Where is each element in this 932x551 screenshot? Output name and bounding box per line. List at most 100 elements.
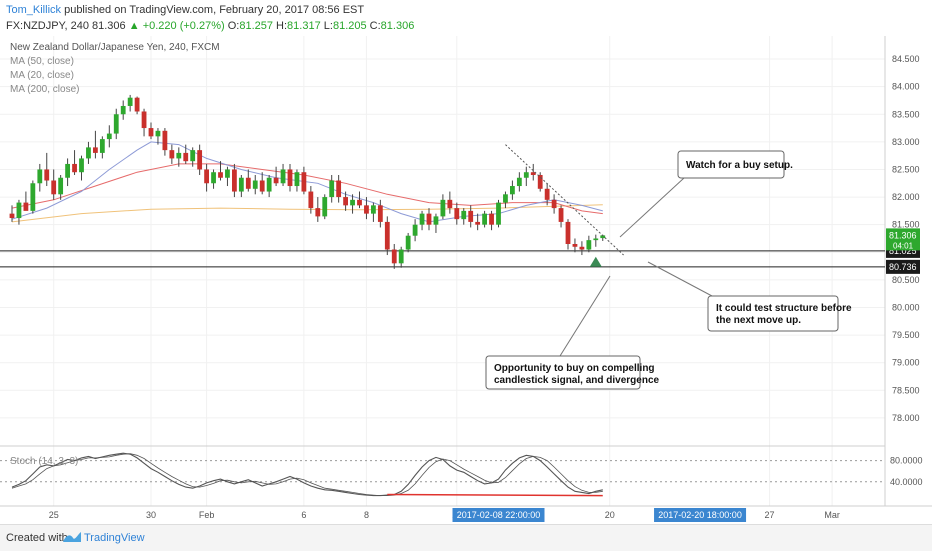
annotation-structure[interactable]: It could test structure before the next …	[647, 261, 852, 332]
candle-down	[558, 205, 564, 228]
candle-body	[579, 246, 585, 250]
price-chart[interactable]: 84.500 84.000 83.500 83.000 82.500 82.000 81.5…	[0, 36, 932, 524]
candle-up	[496, 199, 501, 228]
candle-body	[301, 172, 307, 192]
candle-body	[315, 208, 321, 217]
low-value: 81.205	[332, 20, 367, 32]
buy-signal-arrow-icon	[589, 256, 602, 267]
time-tag	[452, 508, 545, 522]
candle-body	[308, 191, 314, 209]
candle-down	[183, 144, 189, 164]
low-label: L:	[323, 20, 333, 32]
x-tick-label: 30	[146, 510, 156, 520]
candle-body	[454, 208, 460, 220]
candle-up	[65, 158, 70, 187]
candle-up	[433, 213, 439, 233]
candle-down	[530, 163, 536, 181]
legend-title: New Zealand Dollar/Japanese Yen, 240, FX…	[10, 42, 220, 53]
candle-up	[155, 128, 161, 145]
candle-down	[565, 219, 571, 250]
candle-body	[9, 213, 15, 219]
stoch-label[interactable]: Stoch (14, 3, 3)	[10, 456, 78, 467]
candle-up	[16, 199, 22, 225]
candle-body	[558, 208, 564, 222]
x-tick-label: 6	[301, 510, 306, 520]
legend-ma50[interactable]: MA (50, close)	[10, 56, 74, 67]
tradingview-brand[interactable]: TradingView	[84, 532, 145, 544]
callout-text-line2: candlestick signal, and divergence	[494, 375, 660, 386]
annotation-buy-setup[interactable]: Watch for a buy setup.	[619, 150, 793, 238]
y-tick-label: 84.500	[892, 54, 920, 64]
candle-up	[371, 202, 376, 222]
callout-text-line2: the next move up.	[716, 315, 801, 326]
candle-body	[468, 210, 474, 222]
trendline[interactable]	[505, 144, 624, 256]
time-tag-label: 2017-02-20 18:00:00	[658, 510, 742, 520]
candle-down	[44, 152, 50, 187]
author-link[interactable]: Tom_Killick	[6, 4, 62, 16]
candle-body	[391, 249, 397, 264]
y-tick-label: 78.000	[892, 413, 920, 423]
annotation-opportunity[interactable]: Opportunity to buy on compelling candles…	[485, 275, 660, 390]
candle-up	[398, 246, 404, 268]
symbol-interval: FX:NZDJPY, 240	[6, 20, 89, 32]
publish-header: Tom_Killick published on TradingView.com…	[0, 0, 932, 37]
candle-up	[294, 169, 300, 192]
candle-up	[106, 125, 112, 148]
candle-down	[9, 205, 15, 222]
candle-down	[572, 238, 578, 253]
candle-body	[405, 235, 411, 250]
candle-body	[364, 205, 369, 214]
y-tick-label: 82.000	[892, 192, 920, 202]
candle-down	[579, 241, 585, 256]
callout-box	[485, 355, 641, 390]
candle-down	[357, 191, 362, 209]
candle-down	[72, 150, 77, 175]
price-change: +0.220 (+0.27%)	[142, 20, 225, 32]
candle-body	[523, 172, 529, 178]
candle-down	[51, 169, 57, 200]
candle-body	[489, 213, 494, 225]
candle-up	[79, 155, 84, 181]
candle-up	[461, 208, 467, 225]
candle-up	[252, 174, 258, 195]
candle-down	[454, 202, 460, 225]
candle-up	[37, 163, 43, 192]
current-price-tag	[886, 228, 920, 251]
candle-body	[252, 180, 258, 189]
legend-ma20[interactable]: MA (20, close)	[10, 70, 74, 81]
candle-body	[433, 216, 439, 225]
close-label: C:	[369, 20, 381, 32]
candle-body	[544, 188, 550, 200]
candle-down	[148, 122, 154, 140]
candle-up	[86, 141, 91, 164]
candle-body	[510, 186, 515, 195]
candle-up	[440, 194, 446, 220]
candle-up	[120, 100, 126, 120]
candle-down	[315, 197, 321, 222]
candle-down	[391, 244, 397, 269]
candle-down	[447, 191, 453, 214]
callout-text: Watch for a buy setup.	[686, 160, 793, 171]
stoch-d-line	[11, 453, 603, 497]
candle-body	[461, 210, 467, 220]
candle-body	[79, 158, 84, 173]
candle-body	[232, 169, 237, 192]
candle-body	[343, 197, 348, 206]
candle-up	[266, 174, 272, 198]
candle-up	[99, 136, 105, 159]
candle-body	[496, 202, 501, 225]
candle-body	[503, 194, 508, 203]
divergence-line[interactable]	[387, 493, 603, 497]
candle-down	[489, 210, 494, 231]
legend-ma200[interactable]: MA (200, close)	[10, 84, 79, 95]
candle-body	[287, 169, 293, 187]
candle-up	[322, 194, 328, 220]
candle-body	[371, 205, 376, 214]
candle-body	[551, 199, 557, 209]
candle-body	[273, 177, 279, 184]
callout-box	[707, 295, 839, 332]
candle-body	[329, 180, 335, 198]
candle-up	[127, 94, 133, 112]
candle-body	[245, 177, 251, 189]
